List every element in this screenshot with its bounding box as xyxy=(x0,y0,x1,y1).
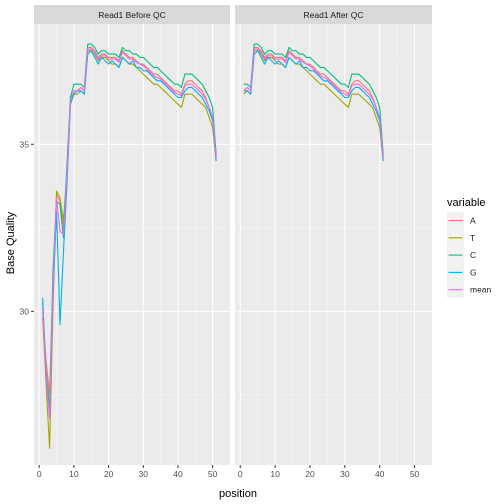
series-line-mean xyxy=(42,48,217,419)
panel-background xyxy=(235,24,432,465)
series-line-C xyxy=(42,43,217,409)
x-tick-label: 20 xyxy=(104,469,114,479)
legend-label: C xyxy=(470,250,476,260)
x-tick-label: 10 xyxy=(69,469,79,479)
facet-title: Read1 Before QC xyxy=(98,10,166,20)
x-tick-label: 30 xyxy=(139,469,149,479)
legend-label: G xyxy=(470,267,477,277)
legend-title: variable xyxy=(447,197,486,209)
series-line-A xyxy=(243,46,384,158)
series-line-G xyxy=(42,50,217,416)
y-axis-label: Base Quality xyxy=(5,211,17,274)
x-tick-label: 50 xyxy=(208,469,218,479)
series-line-C xyxy=(243,43,384,155)
facet-panel: Read1 After QC 0 10 20 30 40 50 xyxy=(235,5,432,479)
x-tick-label: 0 xyxy=(238,469,243,479)
legend-label: mean xyxy=(470,285,492,295)
facet-panel: Read1 Before QC 0 10 20 30 40 50 xyxy=(34,5,230,479)
series-line-G xyxy=(243,50,384,162)
x-tick-label: 30 xyxy=(340,469,350,479)
series-line-mean xyxy=(243,48,384,158)
facet-strip xyxy=(34,5,230,24)
facet-strip xyxy=(235,5,432,24)
y-axis: 30 35 xyxy=(20,139,34,316)
facet-title: Read1 After QC xyxy=(303,10,363,20)
x-tick-label: 40 xyxy=(375,469,385,479)
y-tick-label: 30 xyxy=(20,306,30,316)
panel-background xyxy=(34,24,230,465)
y-tick-label: 35 xyxy=(20,139,30,149)
x-tick-label: 0 xyxy=(37,469,42,479)
x-tick-label: 50 xyxy=(410,469,420,479)
x-axis-label: position xyxy=(219,488,257,500)
x-tick-label: 40 xyxy=(173,469,183,479)
x-tick-label: 20 xyxy=(305,469,315,479)
x-tick-label: 10 xyxy=(270,469,280,479)
legend-label: A xyxy=(470,216,476,226)
legend-label: T xyxy=(470,233,475,243)
